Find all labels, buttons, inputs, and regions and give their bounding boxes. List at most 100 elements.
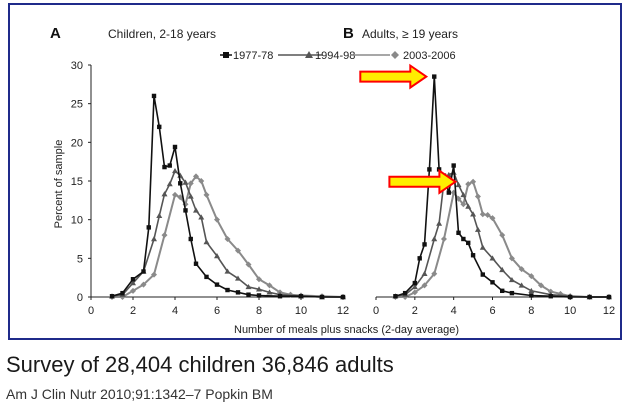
y-tick-label: 25 xyxy=(71,99,83,111)
point-1994-98 xyxy=(421,270,428,276)
point-1977-78 xyxy=(146,225,151,230)
point-2003-2006 xyxy=(460,201,467,208)
point-1977-78 xyxy=(225,287,230,293)
point-1994-98 xyxy=(187,193,194,199)
point-1994-98 xyxy=(465,203,472,209)
point-2003-2006 xyxy=(499,232,506,239)
x-tick-label: 0 xyxy=(88,305,94,317)
x-tick-label: 12 xyxy=(337,305,349,317)
point-1994-98 xyxy=(214,253,220,259)
panel-b-title: Adults, ≥ 19 years xyxy=(362,27,458,41)
point-1977-78 xyxy=(167,163,172,168)
point-1994-98 xyxy=(460,191,467,198)
point-1977-78 xyxy=(178,181,183,186)
x-tick-label: 2 xyxy=(412,305,418,317)
point-2003-2006 xyxy=(214,216,220,223)
point-1977-78 xyxy=(188,236,193,242)
point-2003-2006 xyxy=(130,287,136,294)
point-1977-78 xyxy=(427,167,432,172)
point-1977-78 xyxy=(183,208,188,213)
x-axis-label: Number of meals plus snacks (2-day avera… xyxy=(234,324,459,336)
point-1994-98 xyxy=(411,283,418,290)
point-1994-98 xyxy=(130,280,136,286)
point-1994-98 xyxy=(470,211,477,217)
series-line-1994-98 xyxy=(395,171,609,298)
panel-a-plot: 0 2 4 6 8 10 12 0 5 10 15 20 25 30 xyxy=(71,60,349,317)
y-tick-label: 5 xyxy=(77,253,83,265)
legend-label-1994: 1994-98 xyxy=(315,50,355,62)
point-1994-98 xyxy=(151,236,157,242)
point-1994-98 xyxy=(198,214,205,220)
point-1977-78 xyxy=(461,236,466,242)
point-2003-2006 xyxy=(465,181,472,188)
series-line-1994-98 xyxy=(111,169,343,298)
point-1994-98 xyxy=(528,287,535,294)
citation: Am J Clin Nutr 2010;91:1342–7 Popkin BM xyxy=(6,386,273,402)
point-2003-2006 xyxy=(470,178,477,185)
point-1994-98 xyxy=(474,226,481,232)
point-1977-78 xyxy=(422,242,427,247)
point-2003-2006 xyxy=(198,178,205,184)
point-2003-2006 xyxy=(203,191,210,198)
point-1977-78 xyxy=(172,144,178,150)
point-1994-98 xyxy=(455,181,462,188)
panel-b-label: B xyxy=(343,25,354,42)
point-1994-98 xyxy=(156,212,163,218)
point-1977-78 xyxy=(500,288,505,294)
point-2003-2006 xyxy=(479,211,486,218)
point-1994-98 xyxy=(431,236,438,242)
point-1977-78 xyxy=(466,240,471,246)
point-2003-2006 xyxy=(151,271,157,278)
point-2003-2006 xyxy=(256,276,262,283)
x-tick-label: 10 xyxy=(564,305,576,317)
point-1977-78 xyxy=(456,230,461,236)
point-1977-78 xyxy=(529,293,534,298)
point-1977-78 xyxy=(298,294,304,299)
point-1994-98 xyxy=(166,181,173,187)
point-1977-78 xyxy=(587,294,592,300)
legend-label-1977: 1977-78 xyxy=(233,50,273,62)
point-1977-78 xyxy=(480,272,485,277)
x-tick-label: 0 xyxy=(373,305,379,317)
point-2003-2006 xyxy=(455,195,462,202)
point-1977-78 xyxy=(162,164,167,170)
point-2003-2006 xyxy=(431,270,438,277)
point-1977-78 xyxy=(470,253,476,258)
point-1977-78 xyxy=(120,290,125,296)
point-1977-78 xyxy=(193,261,199,266)
point-2003-2006 xyxy=(518,266,525,273)
point-2003-2006 xyxy=(489,215,496,222)
point-1994-98 xyxy=(479,244,486,250)
x-tick-label: 6 xyxy=(214,305,220,317)
point-1977-78 xyxy=(246,292,251,297)
point-2003-2006 xyxy=(235,247,241,254)
point-1994-98 xyxy=(489,255,496,261)
point-2003-2006 xyxy=(421,282,428,289)
point-1994-98 xyxy=(235,275,241,281)
x-tick-label: 2 xyxy=(130,305,136,317)
x-tick-label: 8 xyxy=(256,305,262,317)
point-2003-2006 xyxy=(140,281,147,288)
point-1977-78 xyxy=(606,294,612,300)
point-1977-78 xyxy=(417,256,422,261)
point-2003-2006 xyxy=(411,289,418,296)
point-1977-78 xyxy=(109,294,115,299)
point-1977-78 xyxy=(446,190,452,195)
point-2003-2006 xyxy=(528,273,535,280)
y-tick-label: 15 xyxy=(71,176,83,188)
series-line-1977-78 xyxy=(395,76,609,298)
y-tick-label: 0 xyxy=(77,292,83,304)
highlight-arrow xyxy=(388,168,458,195)
point-1977-78 xyxy=(340,294,346,300)
point-1977-78 xyxy=(393,294,398,299)
point-1977-78 xyxy=(490,280,495,285)
x-tick-label: 4 xyxy=(451,305,457,317)
point-1994-98 xyxy=(256,286,262,292)
point-2003-2006 xyxy=(193,173,199,180)
panel-b-plot: 0 2 4 6 8 10 12 xyxy=(373,74,615,317)
point-1977-78 xyxy=(151,93,157,99)
panel-a-label: A xyxy=(50,25,61,42)
caption: Survey of 28,404 children 36,846 adults xyxy=(6,352,394,377)
point-1977-78 xyxy=(548,294,553,299)
x-tick-label: 6 xyxy=(489,305,495,317)
